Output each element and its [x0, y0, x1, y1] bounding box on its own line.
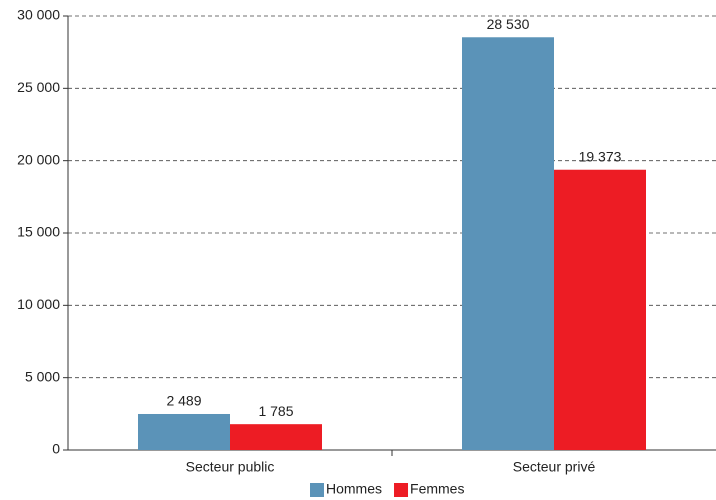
y-tick-label: 25 000 [17, 79, 60, 95]
legend-swatch [310, 483, 324, 497]
bar [230, 424, 322, 450]
y-tick-label: 15 000 [17, 224, 60, 240]
y-tick-label: 0 [52, 441, 60, 457]
y-tick-label: 20 000 [17, 151, 60, 167]
y-tick-label: 10 000 [17, 296, 60, 312]
legend-label: Femmes [410, 481, 464, 497]
bar [554, 169, 646, 450]
legend-swatch [394, 483, 409, 497]
bar [138, 413, 230, 450]
x-tick-label: Secteur privé [513, 459, 596, 475]
x-tick-label: Secteur public [186, 459, 275, 475]
value-label: 1 785 [258, 403, 293, 419]
y-tick-label: 5 000 [25, 368, 60, 384]
bar [462, 37, 554, 451]
value-label: 19 373 [579, 148, 622, 164]
value-label: 2 489 [166, 393, 201, 409]
value-label: 28 530 [487, 16, 530, 32]
y-tick-label: 30 000 [17, 7, 60, 23]
legend-label: Hommes [326, 481, 382, 497]
